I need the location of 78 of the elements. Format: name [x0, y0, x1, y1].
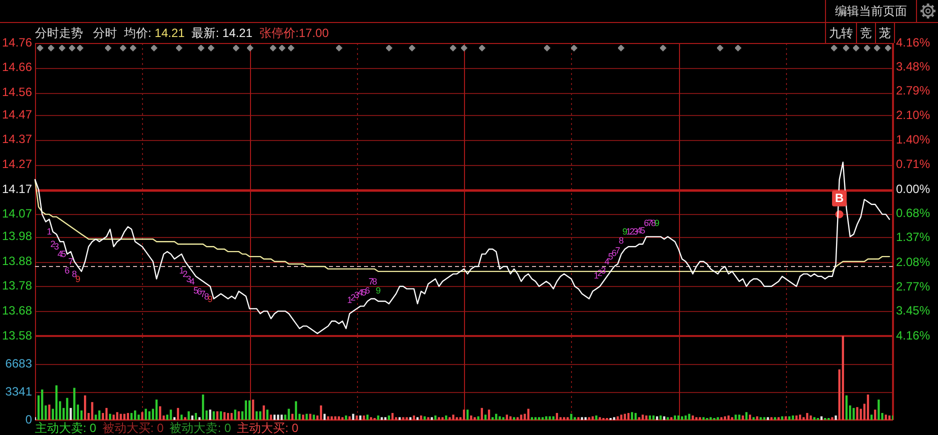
annotation: 2: [50, 239, 56, 250]
y2-tick-label: 1.40%: [896, 132, 930, 147]
y-tick-label: 14.27: [2, 156, 32, 171]
y-tick-label: 14.07: [2, 206, 32, 221]
annotation: 2: [630, 226, 635, 237]
text: 张停价:17.00: [259, 26, 329, 40]
text: 主动大买: 0: [237, 421, 298, 435]
annotation: 6: [644, 218, 649, 228]
y-tick-label: 13.88: [2, 254, 32, 268]
text: 最新: 14.21: [192, 26, 252, 40]
annotation: 1: [46, 226, 52, 237]
y-tick-label: 14.56: [2, 84, 32, 99]
text: 被动大买: 0: [102, 421, 164, 435]
annotation: 8: [72, 268, 77, 279]
annotation: 1: [179, 265, 184, 276]
annotation: 1: [626, 226, 631, 237]
annotation: 7: [368, 276, 374, 286]
text: 分时: [93, 26, 117, 40]
annotation: 2: [350, 292, 356, 303]
annotation: 6: [612, 248, 617, 258]
y-tick-label: 14.37: [2, 132, 32, 146]
annotation: 4: [58, 249, 63, 260]
y2-tick-label: 0.71%: [896, 156, 930, 171]
annotation: 5: [640, 226, 646, 236]
annotation: 6: [64, 265, 70, 276]
annotation: 5: [193, 285, 198, 296]
annotation: 5: [608, 251, 614, 262]
annotation: 8: [372, 276, 378, 286]
text: 被动大卖: 0: [170, 421, 232, 435]
annotation: 1: [347, 295, 352, 306]
annotation: 9: [75, 274, 80, 284]
annotation: 8: [650, 218, 656, 228]
annotation: 4: [190, 276, 195, 286]
y2-tick-label: 4.16%: [896, 35, 930, 50]
y2-tick-label: 2.10%: [896, 108, 930, 122]
y-tick-label: 14.76: [2, 35, 32, 50]
y2-tick-label: 2.77%: [896, 279, 930, 294]
y2-tick-label: 4.16%: [896, 328, 930, 342]
y-tick-label: 13.98: [2, 228, 32, 243]
annotation: 3: [354, 290, 360, 300]
y2-tick-label: 0.68%: [896, 206, 930, 220]
y2-tick-label: 2.08%: [896, 255, 930, 270]
y-tick-label: 13.58: [2, 328, 32, 342]
y-tick-label: 0: [25, 412, 32, 426]
annotation: 3: [633, 226, 638, 237]
annotation: 4: [636, 226, 642, 236]
annotation: 3: [54, 242, 59, 252]
y2-tick-label: 1.37%: [896, 230, 930, 244]
chart-title: 分时走势: [35, 26, 83, 40]
annotation: 5: [61, 249, 66, 260]
annotation: 7: [647, 218, 652, 228]
y2-tick-label: 0.00%: [896, 182, 930, 196]
text: 主动大卖: 0: [35, 421, 96, 435]
y-tick-label: 14.66: [2, 60, 32, 74]
annotation: 7: [200, 288, 206, 299]
y2-tick-label: 3.48%: [896, 59, 930, 74]
annotation: 9: [622, 226, 628, 237]
annotation: 2: [182, 268, 188, 279]
y-tick-label: 3341: [5, 384, 32, 398]
text: 均价: 14.21: [124, 26, 185, 40]
y2-tick-label: 2.79%: [896, 84, 930, 98]
y-tick-label: 13.68: [2, 303, 32, 318]
y-tick-label: 14.47: [2, 107, 32, 122]
annotation: 9: [376, 285, 381, 296]
annotation: 8: [204, 291, 210, 302]
annotation: 6: [196, 286, 202, 296]
annotation: 6: [364, 285, 370, 296]
annotation: 9: [208, 294, 213, 304]
y-tick-label: 13.78: [2, 278, 32, 293]
y2-tick-label: 3.45%: [896, 303, 930, 318]
annotation: 3: [186, 274, 192, 284]
y-tick-label: 6683: [5, 356, 32, 370]
y-tick-label: 14.17: [2, 182, 32, 196]
annotation: 7: [615, 245, 620, 256]
data-label: B: [835, 191, 844, 206]
annotation: 9: [654, 218, 660, 228]
annotation: 8: [618, 236, 624, 246]
annotation: 1: [594, 270, 599, 280]
